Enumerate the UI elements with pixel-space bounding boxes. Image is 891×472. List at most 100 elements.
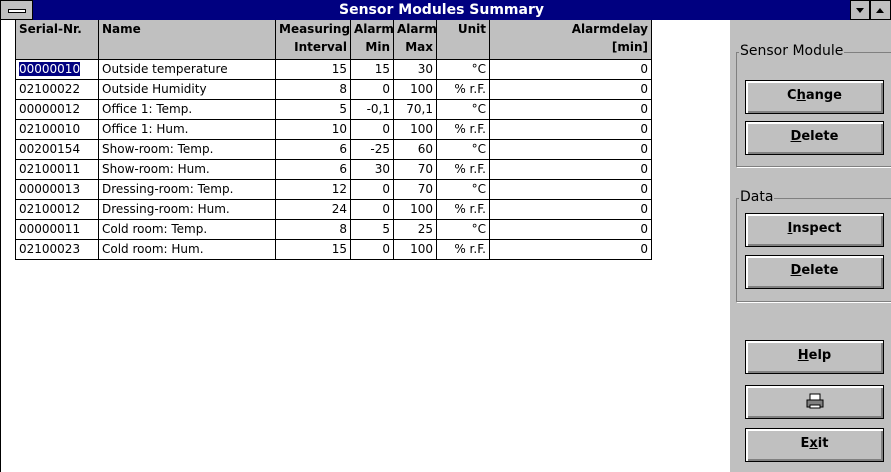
button[interactable]: Change bbox=[745, 80, 884, 114]
table-cell[interactable]: 0 bbox=[490, 140, 652, 160]
table-cell[interactable]: 8 bbox=[276, 80, 351, 100]
table-cell[interactable]: 5 bbox=[351, 220, 394, 240]
cell-text: 100 bbox=[410, 242, 433, 256]
table-cell[interactable]: 15 bbox=[276, 60, 351, 80]
table-cell[interactable]: Dressing-room: Temp. bbox=[99, 180, 276, 200]
table-cell[interactable]: 0 bbox=[351, 180, 394, 200]
button[interactable]: Delete bbox=[745, 121, 884, 155]
table-cell[interactable]: 15 bbox=[351, 60, 394, 80]
cell-text: 100 bbox=[410, 82, 433, 96]
table-cell[interactable]: 0 bbox=[490, 220, 652, 240]
table-cell[interactable]: Cold room: Temp. bbox=[99, 220, 276, 240]
table-cell[interactable]: 0 bbox=[490, 100, 652, 120]
table-cell[interactable]: Office 1: Temp. bbox=[99, 100, 276, 120]
table-cell[interactable]: % r.F. bbox=[437, 240, 490, 260]
cell-text: % r.F. bbox=[454, 242, 486, 256]
table-cell[interactable]: 0 bbox=[490, 60, 652, 80]
button[interactable]: Delete bbox=[745, 255, 884, 289]
button-text: E bbox=[800, 436, 810, 451]
cell-text: 0 bbox=[640, 222, 648, 236]
table-cell[interactable]: 02100012 bbox=[15, 200, 99, 220]
button[interactable]: Exit bbox=[745, 428, 884, 462]
table-cell[interactable]: 6 bbox=[276, 160, 351, 180]
table-cell[interactable]: 0 bbox=[490, 120, 652, 140]
table-cell[interactable]: 0 bbox=[490, 160, 652, 180]
table-cell[interactable]: % r.F. bbox=[437, 120, 490, 140]
table-cell[interactable]: 100 bbox=[394, 200, 437, 220]
table-cell[interactable]: 6 bbox=[276, 140, 351, 160]
cell-text: Dressing-room: Temp. bbox=[102, 182, 234, 196]
table-cell[interactable]: Outside Humidity bbox=[99, 80, 276, 100]
table-cell[interactable]: 0 bbox=[351, 200, 394, 220]
table-cell[interactable]: 0 bbox=[351, 80, 394, 100]
table-cell[interactable]: Cold room: Hum. bbox=[99, 240, 276, 260]
table-cell[interactable]: 0 bbox=[351, 240, 394, 260]
table-cell[interactable]: Show-room: Hum. bbox=[99, 160, 276, 180]
cell-text: 02100022 bbox=[19, 82, 81, 96]
table-cell[interactable]: 100 bbox=[394, 120, 437, 140]
table-cell[interactable]: 100 bbox=[394, 240, 437, 260]
cell-text: °C bbox=[471, 142, 486, 156]
table-cell[interactable]: Show-room: Temp. bbox=[99, 140, 276, 160]
table-cell[interactable]: 02100022 bbox=[15, 80, 99, 100]
table-cell[interactable]: 00000011 bbox=[15, 220, 99, 240]
table-cell[interactable]: 8 bbox=[276, 220, 351, 240]
table-cell[interactable]: 00000013 bbox=[15, 180, 99, 200]
button[interactable]: Inspect bbox=[745, 213, 884, 247]
table-cell[interactable]: °C bbox=[437, 140, 490, 160]
table-cell[interactable]: 0 bbox=[490, 180, 652, 200]
button-text: D bbox=[790, 263, 802, 278]
table-cell[interactable]: °C bbox=[437, 60, 490, 80]
table-cell[interactable]: 5 bbox=[276, 100, 351, 120]
minimize-button[interactable] bbox=[850, 0, 870, 20]
table-cell[interactable]: 00000010 bbox=[15, 60, 99, 80]
table-cell[interactable]: Office 1: Hum. bbox=[99, 120, 276, 140]
table-cell[interactable]: % r.F. bbox=[437, 80, 490, 100]
table-cell[interactable]: 02100010 bbox=[15, 120, 99, 140]
table-cell[interactable]: 12 bbox=[276, 180, 351, 200]
maximize-button[interactable] bbox=[870, 0, 891, 20]
table-cell[interactable]: 0 bbox=[490, 80, 652, 100]
table-cell[interactable]: 0 bbox=[351, 120, 394, 140]
print-button[interactable] bbox=[745, 385, 884, 419]
cell-text: 5 bbox=[382, 222, 390, 236]
button[interactable]: Help bbox=[745, 340, 884, 374]
table-cell[interactable]: Dressing-room: Hum. bbox=[99, 200, 276, 220]
cell-text: 0 bbox=[640, 202, 648, 216]
table-cell[interactable]: % r.F. bbox=[437, 200, 490, 220]
table-cell[interactable]: 0 bbox=[490, 200, 652, 220]
table-cell[interactable]: 00000012 bbox=[15, 100, 99, 120]
table-cell[interactable]: -25 bbox=[351, 140, 394, 160]
header-line: Alarm bbox=[354, 22, 394, 36]
header-line: Name bbox=[102, 22, 141, 36]
table-cell[interactable]: 15 bbox=[276, 240, 351, 260]
table-cell[interactable]: 10 bbox=[276, 120, 351, 140]
table-cell[interactable]: 25 bbox=[394, 220, 437, 240]
cell-text: Cold room: Hum. bbox=[102, 242, 204, 256]
table-cell[interactable]: 70,1 bbox=[394, 100, 437, 120]
header-line: Unit bbox=[457, 22, 486, 36]
cell-text: 02100011 bbox=[19, 162, 81, 176]
cell-text: 00000010 bbox=[19, 62, 81, 76]
table-cell[interactable]: % r.F. bbox=[437, 160, 490, 180]
table-cell[interactable]: -0,1 bbox=[351, 100, 394, 120]
table-cell[interactable]: 70 bbox=[394, 180, 437, 200]
system-menu[interactable] bbox=[0, 0, 33, 20]
table-cell[interactable]: Outside temperature bbox=[99, 60, 276, 80]
cell-text: % r.F. bbox=[454, 122, 486, 136]
column-header: Alarmdelay [min] bbox=[490, 20, 652, 60]
table-cell[interactable]: 30 bbox=[351, 160, 394, 180]
table-cell[interactable]: 60 bbox=[394, 140, 437, 160]
table-cell[interactable]: °C bbox=[437, 180, 490, 200]
table-cell[interactable]: 00200154 bbox=[15, 140, 99, 160]
table-cell[interactable]: 0 bbox=[490, 240, 652, 260]
table-cell[interactable]: °C bbox=[437, 100, 490, 120]
table-cell[interactable]: °C bbox=[437, 220, 490, 240]
table-cell[interactable]: 24 bbox=[276, 200, 351, 220]
cell-text: 00000011 bbox=[19, 222, 81, 236]
table-cell[interactable]: 02100023 bbox=[15, 240, 99, 260]
table-cell[interactable]: 100 bbox=[394, 80, 437, 100]
table-cell[interactable]: 30 bbox=[394, 60, 437, 80]
table-cell[interactable]: 02100011 bbox=[15, 160, 99, 180]
table-cell[interactable]: 70 bbox=[394, 160, 437, 180]
